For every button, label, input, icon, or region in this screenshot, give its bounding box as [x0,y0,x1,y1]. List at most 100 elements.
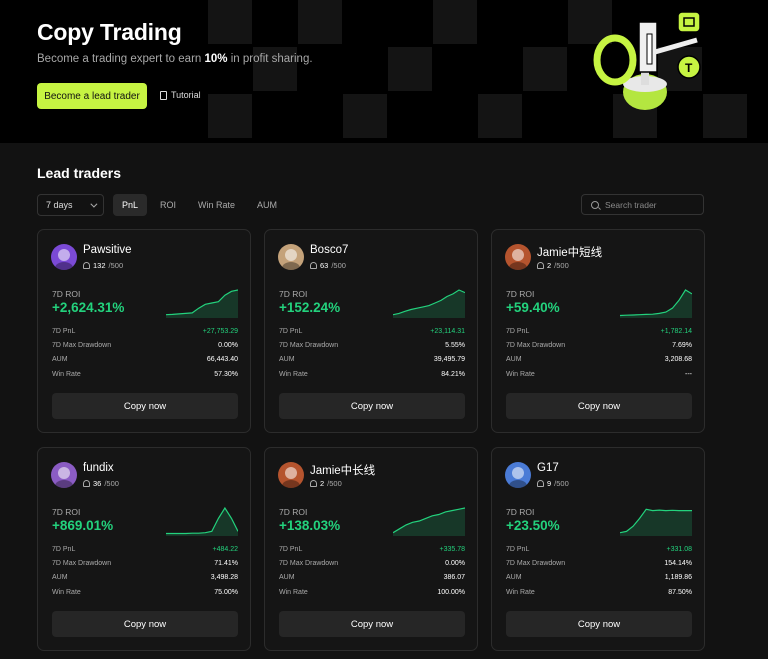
tab-roi[interactable]: ROI [160,200,177,210]
roi-label: 7D ROI [52,507,81,517]
sparkline-area [620,290,692,318]
avatar[interactable] [51,462,77,488]
tab-pnl[interactable]: PnL [113,194,148,216]
trader-card[interactable]: Jamie中长线 2/500 7D ROI +138.03% 7D PnL +33… [264,447,478,651]
hero-grid-cell [523,47,567,91]
avatar[interactable] [51,244,77,270]
hero-grid-cell [433,0,477,44]
stat-win-rate: Win Rate 75.00% [52,589,238,596]
sparkline-area [393,290,465,318]
roi-label: 7D ROI [506,289,535,299]
stat-pnl: 7D PnL +484.22 [52,546,238,553]
tab-aum[interactable]: AUM [257,200,278,210]
sparkline-area [620,509,692,536]
trader-card[interactable]: fundix 36/500 7D ROI +869.01% 7D PnL +484… [37,447,251,651]
hero-illustration: T [593,12,701,110]
stat-drawdown: 7D Max Drawdown 0.00% [279,560,465,567]
trader-name[interactable]: G17 [537,462,559,474]
stat-aum: AUM 3,208.68 [506,356,692,363]
roi-value: +23.50% [506,518,560,533]
avatar[interactable] [505,244,531,270]
period-select[interactable]: 7 days [37,194,104,216]
user-icon [83,480,90,487]
roi-label: 7D ROI [506,507,535,517]
roi-label: 7D ROI [52,289,81,299]
avatar[interactable] [278,244,304,270]
sparkline-line [393,507,465,534]
user-icon [310,262,317,269]
follower-count: 2/500 [310,479,342,488]
hero-grid-cell [568,0,612,44]
become-lead-trader-button[interactable]: Become a lead trader [37,83,147,109]
stat-drawdown: 7D Max Drawdown 154.14% [506,560,692,567]
sparkline-area [166,290,238,318]
stat-pnl: 7D PnL +335.78 [279,546,465,553]
hero-grid-cell [703,94,747,138]
stat-drawdown: 7D Max Drawdown 0.00% [52,342,238,349]
hero-grid-cell [478,94,522,138]
stat-pnl: 7D PnL +1,782.14 [506,328,692,335]
roi-sparkline [620,508,692,536]
stat-drawdown: 7D Max Drawdown 7.69% [506,342,692,349]
page-title: Copy Trading [37,19,182,45]
avatar[interactable] [278,462,304,488]
search-input[interactable] [605,199,695,210]
stat-pnl: 7D PnL +23,114.31 [279,328,465,335]
search-box[interactable] [581,194,704,215]
stat-pnl: 7D PnL +27,753.29 [52,328,238,335]
hero-grid-cell [388,47,432,91]
period-value: 7 days [46,200,73,210]
trader-name[interactable]: Pawsitive [83,244,132,256]
filter-bar: 7 days PnL ROI Win Rate AUM [37,194,290,216]
svg-text:T: T [685,61,693,75]
roi-sparkline [393,289,465,318]
roi-value: +138.03% [279,518,341,533]
trader-card[interactable]: G17 9/500 7D ROI +23.50% 7D PnL +331.08 7… [491,447,705,651]
stat-win-rate: Win Rate 84.21% [279,371,465,378]
copy-now-button[interactable]: Copy now [279,393,465,419]
tab-win-rate[interactable]: Win Rate [198,200,236,210]
roi-sparkline [166,289,238,318]
trader-name[interactable]: fundix [83,462,114,474]
stat-aum: AUM 39,495.79 [279,356,465,363]
roi-value: +2,624.31% [52,300,125,315]
sparkline-line [166,289,238,316]
hero-grid-cell [343,94,387,138]
user-icon [537,480,544,487]
document-icon [160,90,167,100]
sparkline-line [620,289,692,317]
avatar[interactable] [505,462,531,488]
stat-win-rate: Win Rate 100.00% [279,589,465,596]
copy-now-button[interactable]: Copy now [506,611,692,637]
chevron-down-icon [90,200,98,208]
follower-count: 36/500 [83,479,119,488]
follower-count: 63/500 [310,261,346,270]
trader-name[interactable]: Bosco7 [310,244,349,256]
roi-value: +59.40% [506,300,560,315]
copy-now-button[interactable]: Copy now [52,611,238,637]
hero-grid-cell [208,0,252,44]
follower-count: 2/500 [537,261,569,270]
stat-aum: AUM 386.07 [279,574,465,581]
roi-sparkline [620,289,692,318]
stat-win-rate: Win Rate 57.30% [52,371,238,378]
trader-card[interactable]: Pawsitive 132/500 7D ROI +2,624.31% 7D P… [37,229,251,433]
roi-label: 7D ROI [279,289,308,299]
stat-aum: AUM 3,498.28 [52,574,238,581]
trader-name[interactable]: Jamie中短线 [537,247,603,259]
copy-now-button[interactable]: Copy now [52,393,238,419]
sparkline-area [393,508,465,536]
trader-card[interactable]: Bosco7 63/500 7D ROI +152.24% 7D PnL +23,… [264,229,478,433]
tutorial-label: Tutorial [171,90,201,100]
user-icon [537,262,544,269]
copy-now-button[interactable]: Copy now [279,611,465,637]
copy-now-button[interactable]: Copy now [506,393,692,419]
follower-count: 9/500 [537,479,569,488]
user-icon [310,480,317,487]
tutorial-link[interactable]: Tutorial [160,90,201,100]
trader-name[interactable]: Jamie中长线 [310,465,376,477]
profit-share-highlight: 10% [204,53,228,65]
trader-card[interactable]: Jamie中短线 2/500 7D ROI +59.40% 7D PnL +1,7… [491,229,705,433]
sparkline-line [620,508,692,534]
roi-value: +152.24% [279,300,341,315]
